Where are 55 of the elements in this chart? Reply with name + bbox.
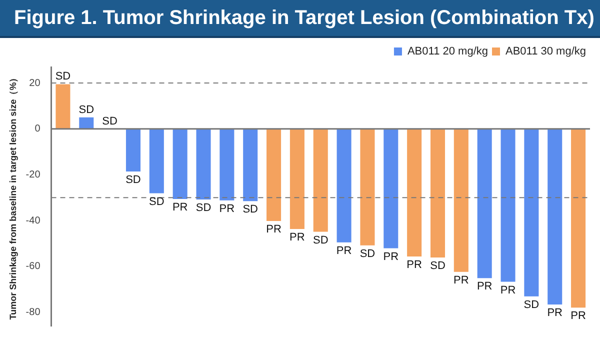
data-label: SD [78, 104, 94, 116]
data-label: SD [524, 298, 540, 311]
y-tick-label: -20 [26, 169, 41, 180]
bar [407, 128, 422, 257]
data-label: PR [336, 244, 352, 257]
bar [56, 84, 70, 129]
y-tick-label: 20 [29, 78, 41, 89]
legend-label: AB011 20 mg/kg [407, 46, 488, 58]
data-label: SD [360, 248, 376, 260]
data-label: PR [266, 224, 282, 236]
y-tick-label: -40 [26, 215, 41, 226]
data-label: PR [290, 232, 305, 244]
data-label: SD [102, 115, 118, 128]
data-label: SD [149, 196, 164, 208]
y-tick-label: -60 [26, 261, 41, 272]
bar [524, 128, 539, 296]
bar [477, 128, 492, 278]
data-label: SD [196, 202, 212, 214]
data-label: SD [126, 174, 141, 186]
data-label: PR [383, 250, 399, 263]
bar [548, 128, 562, 304]
data-label: PR [570, 310, 586, 322]
bar [384, 128, 398, 248]
bar [126, 128, 140, 172]
bar [430, 128, 446, 258]
data-label: PR [219, 202, 235, 215]
data-label: PR [406, 259, 422, 272]
bar [149, 128, 164, 194]
data-label: SD [430, 260, 446, 272]
data-label: SD [242, 204, 258, 216]
data-label: PR [547, 306, 563, 319]
y-axis-title: Tumor Shrinkage from baseline in target lesion size（%） [8, 73, 18, 320]
y-tick-label: 0 [34, 124, 41, 135]
bar [500, 128, 516, 282]
bar [571, 128, 586, 308]
bar [243, 128, 258, 202]
bar [313, 128, 328, 232]
data-label: SD [312, 234, 328, 246]
bar [454, 128, 468, 272]
chart-title: Figure 1. Tumor Shrinkage in Target Lesion (Combination Tx) [0, 0, 600, 38]
data-label: PR [500, 284, 516, 296]
bar [336, 128, 352, 242]
data-label: SD [55, 70, 71, 83]
bar [266, 128, 282, 222]
bar [196, 128, 211, 200]
y-tick-label: -80 [26, 307, 41, 318]
data-label: PR [476, 280, 492, 293]
bar [290, 128, 304, 230]
bar [172, 128, 188, 200]
bar [79, 117, 94, 129]
data-label: PR [172, 202, 188, 214]
bar [360, 128, 375, 246]
bar [220, 128, 234, 200]
data-label: PR [454, 274, 469, 286]
legend-label: AB011 30 mg/kg [505, 46, 586, 58]
